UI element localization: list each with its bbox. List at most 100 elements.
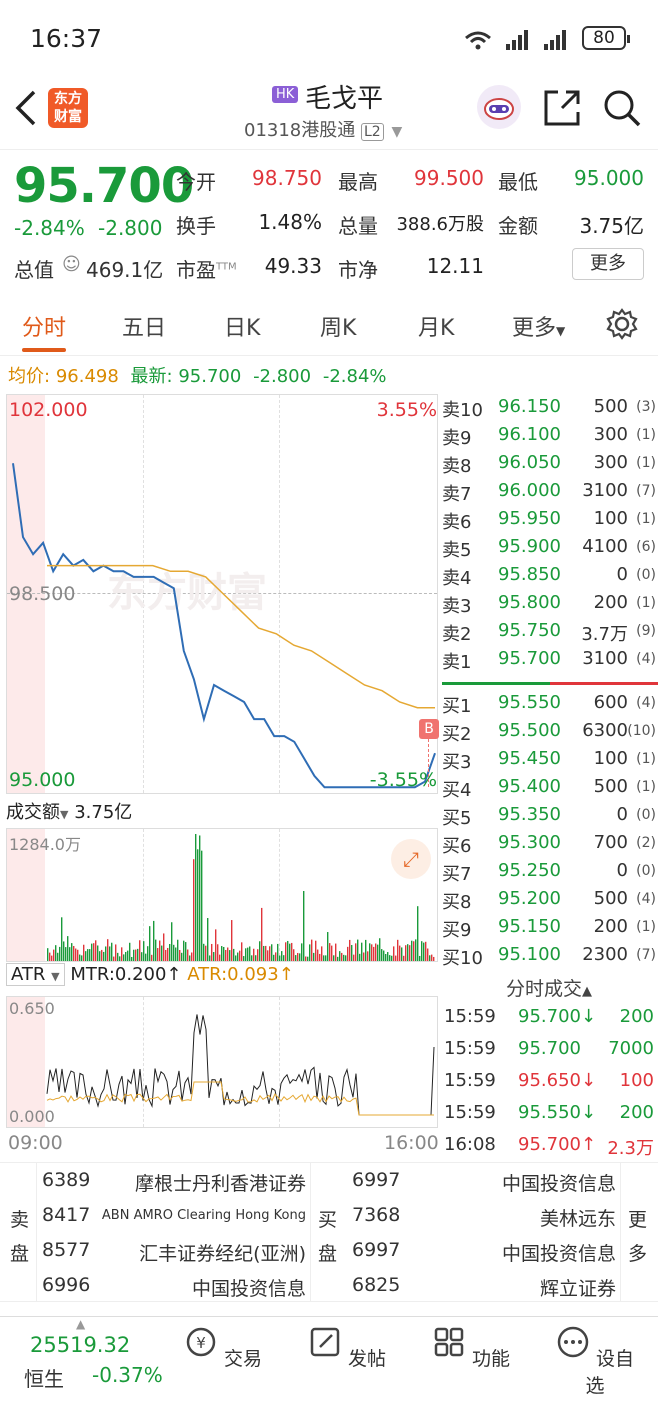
chevron-left-icon[interactable] [14,90,38,126]
volume-bar [421,941,423,961]
volume-bar [181,952,183,961]
add-watchlist-button[interactable]: 设自选 [550,1325,640,1398]
level-price: 96.000 [498,480,561,501]
trade-button[interactable]: ¥ 交易 [178,1325,268,1371]
tab-daily-k[interactable]: 日K [224,316,261,341]
search-icon[interactable] [602,88,642,128]
asks-row[interactable]: 卖8 96.050 300 (1) [442,450,658,478]
bids-row[interactable]: 买1 95.550 600 (4) [442,690,658,718]
connect-label: 港股通 [301,120,356,141]
stock-header: 东方财富 HK 毛戈平 01318港股通 L2 ▼ [0,70,658,150]
latest-change: -2.800 [253,366,312,387]
level-volume: 100 [593,508,628,529]
more-brokers-2[interactable]: 多 [628,1243,648,1265]
volume-chart[interactable]: 1284.0万 ⤢ [6,828,438,962]
level-volume: 300 [593,452,628,473]
atr-chart[interactable]: 0.650 0.000 [6,996,438,1128]
index-name[interactable]: 恒生 [24,1367,64,1391]
level-volume: 3100 [582,648,628,669]
intraday-chart[interactable]: 东方财富 102.000 3.55% 98.500 95.000 -3.55% … [6,394,439,794]
asks-row[interactable]: 卖9 96.100 300 (1) [442,422,658,450]
more-quote-button[interactable]: 更多 [572,248,644,280]
stock-name[interactable]: 毛戈平 [305,84,384,114]
volume-bar [71,943,73,961]
bids-row[interactable]: 买2 95.500 6300 (10) [442,718,658,746]
bids-row[interactable]: 买8 95.200 500 (4) [442,886,658,914]
asks-row[interactable]: 卖7 96.000 3100 (7) [442,478,658,506]
bids-row[interactable]: 买7 95.250 0 (0) [442,858,658,886]
bids-row[interactable]: 买6 95.300 700 (2) [442,830,658,858]
volume-bar [247,947,249,961]
volume-bar [199,835,201,961]
volume-bar [305,956,307,961]
function-button[interactable]: 功能 [426,1325,516,1371]
volume-bar [275,952,277,961]
robot-assistant-icon[interactable] [476,84,522,130]
low-label: 最低 [498,170,538,194]
post-button[interactable]: 发帖 [302,1325,392,1371]
broker-queue[interactable]: 卖 盘 买 盘 更 多 6389 摩根士丹利香港证券 8417 ABN AMRO Cl… [0,1162,658,1302]
info-icon[interactable]: ☺ [62,254,81,275]
volume-bar [85,951,87,961]
tab-weekly-k[interactable]: 周K [320,316,357,341]
atr-selector[interactable]: ATR ▼ [6,963,65,986]
share-icon[interactable] [542,88,582,128]
avg-line [47,564,435,709]
tick-title[interactable]: 分时成交▲ [506,974,592,1001]
volume-bar [227,947,229,961]
pe-label: 市盈TTM [176,254,237,283]
volume-bar [147,946,149,961]
asks-row[interactable]: 卖3 95.800 200 (1) [442,590,658,618]
bids-row[interactable]: 买10 95.100 2300 (7) [442,942,658,970]
volume-bar [375,943,377,961]
index-change[interactable]: -0.37% [92,1363,163,1387]
volume-bar [303,891,305,961]
asks-row[interactable]: 卖6 95.950 100 (1) [442,506,658,534]
level-price: 95.750 [498,620,561,641]
asks-row[interactable]: 卖10 96.150 500 (3) [442,394,658,422]
expand-icon[interactable]: ⤢ [391,839,431,879]
volume-selector[interactable]: 成交额 [6,802,60,823]
level-count: (6) [636,539,656,555]
caret-down-icon: ▼ [556,324,566,338]
more-brokers[interactable]: 更 [628,1209,648,1231]
asks-row[interactable]: 卖4 95.850 0 (0) [442,562,658,590]
index-value[interactable]: 25519.32 [30,1333,131,1357]
level-label: 买5 [442,808,472,829]
volume-bar [185,942,187,961]
volume-bar [329,943,331,961]
volume-bar [69,947,71,961]
volume-bar [165,949,167,961]
volume-bar [67,936,69,961]
asks-row[interactable]: 卖5 95.900 4100 (6) [442,534,658,562]
app-logo: 东方财富 [48,88,88,128]
tab-more[interactable]: 更多▼ [512,310,565,342]
volume-bar [167,947,169,961]
bids-row[interactable]: 买5 95.350 0 (0) [442,802,658,830]
bids-row[interactable]: 买9 95.150 200 (1) [442,914,658,942]
stock-code-line[interactable]: 01318港股通 L2 ▼ [244,116,404,142]
tab-more-label: 更多 [512,316,557,341]
buy-marker[interactable]: B [419,719,439,739]
tab-monthly-k[interactable]: 月K [418,316,455,341]
volume-bar [229,950,231,961]
settings-gear-icon[interactable] [606,308,638,340]
tab-five-day[interactable]: 五日 [122,316,167,341]
bids-row[interactable]: 买3 95.450 100 (1) [442,746,658,774]
level-price: 95.550 [498,692,561,713]
volume-bar [145,953,147,961]
volume-bar [135,949,137,961]
volume-bar [63,941,65,961]
volume-value: 388.6万股 [396,214,484,235]
tick-price: 95.700 [518,1038,581,1059]
level-volume: 0 [616,564,628,585]
asks-row[interactable]: 卖2 95.750 3.7万 (9) [442,618,658,646]
volume-bar [319,953,321,961]
tab-intraday[interactable]: 分时 [22,316,67,341]
volume-bar [119,956,121,961]
bids-row[interactable]: 买4 95.400 500 (1) [442,774,658,802]
caret-down-icon[interactable]: ▼ [60,808,69,821]
asks-row[interactable]: 卖1 95.700 3100 (4) [442,646,658,674]
volume-bar [315,940,317,961]
volume-bar [249,946,251,961]
